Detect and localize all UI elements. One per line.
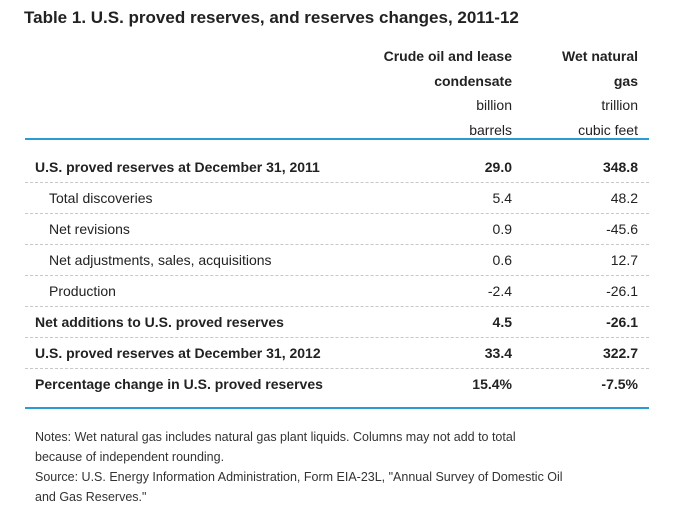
column-header-oil: Crude oil and lease condensate billion b… (332, 44, 512, 142)
oil-value: 33.4 (484, 345, 512, 361)
table-body: U.S. proved reserves at December 31, 201… (25, 140, 649, 409)
column-header-oil-line1: Crude oil and lease (383, 48, 512, 64)
gas-value: 322.7 (602, 345, 638, 361)
table-row: Net revisions 0.9 -45.6 (25, 214, 649, 245)
row-label: Percentage change in U.S. proved reserve… (35, 376, 323, 392)
column-unit-gas-line2: cubic feet (578, 121, 638, 138)
column-header-gas: Wet natural gas trillion cubic feet (528, 44, 638, 142)
row-label: Net adjustments, sales, acquisitions (49, 252, 272, 268)
column-header-gas-line2: gas (613, 72, 638, 89)
table-row: Net adjustments, sales, acquisitions 0.6… (25, 245, 649, 276)
table-row: Production -2.4 -26.1 (25, 276, 649, 307)
oil-value: 15.4% (472, 376, 512, 392)
source-line: Source: U.S. Energy Information Administ… (35, 470, 563, 484)
row-label: Net revisions (49, 221, 130, 237)
oil-value: 4.5 (492, 314, 512, 330)
row-label: U.S. proved reserves at December 31, 201… (35, 159, 320, 175)
row-label: Net additions to U.S. proved reserves (35, 314, 284, 330)
table-header: Crude oil and lease condensate billion b… (25, 40, 649, 140)
gas-value: -45.6 (606, 221, 638, 237)
notes-line: Notes: Wet natural gas includes natural … (35, 430, 516, 444)
oil-value: 0.6 (492, 252, 512, 268)
column-header-oil-line2: condensate (434, 72, 512, 89)
oil-value: -2.4 (487, 283, 512, 299)
gas-value: 12.7 (610, 252, 638, 268)
gas-value: 348.8 (602, 159, 638, 175)
table-title: Table 1. U.S. proved reserves, and reser… (24, 8, 519, 27)
gas-value: -7.5% (601, 376, 638, 392)
oil-value: 29.0 (484, 159, 512, 175)
column-unit-oil-line1: billion (476, 97, 512, 113)
gas-value: 48.2 (610, 190, 638, 206)
reserves-table: Crude oil and lease condensate billion b… (25, 40, 649, 409)
column-unit-oil-line2: barrels (469, 121, 512, 138)
notes-line: because of independent rounding. (35, 450, 225, 464)
oil-value: 0.9 (492, 221, 512, 237)
source-line: and Gas Reserves." (35, 490, 147, 504)
column-unit-gas-line1: trillion (601, 97, 638, 113)
table-row: Net additions to U.S. proved reserves 4.… (25, 307, 649, 338)
table-row: U.S. proved reserves at December 31, 201… (25, 338, 649, 369)
row-label: Production (49, 283, 116, 299)
row-label: Total discoveries (49, 190, 153, 206)
column-header-gas-line1: Wet natural (562, 48, 638, 64)
row-label: U.S. proved reserves at December 31, 201… (35, 345, 321, 361)
oil-value: 5.4 (492, 190, 512, 206)
table-row: Percentage change in U.S. proved reserve… (25, 369, 649, 399)
table-row: U.S. proved reserves at December 31, 201… (25, 152, 649, 183)
gas-value: -26.1 (606, 283, 638, 299)
gas-value: -26.1 (606, 314, 638, 330)
table-row: Total discoveries 5.4 48.2 (25, 183, 649, 214)
table-notes: Notes: Wet natural gas includes natural … (35, 427, 655, 507)
